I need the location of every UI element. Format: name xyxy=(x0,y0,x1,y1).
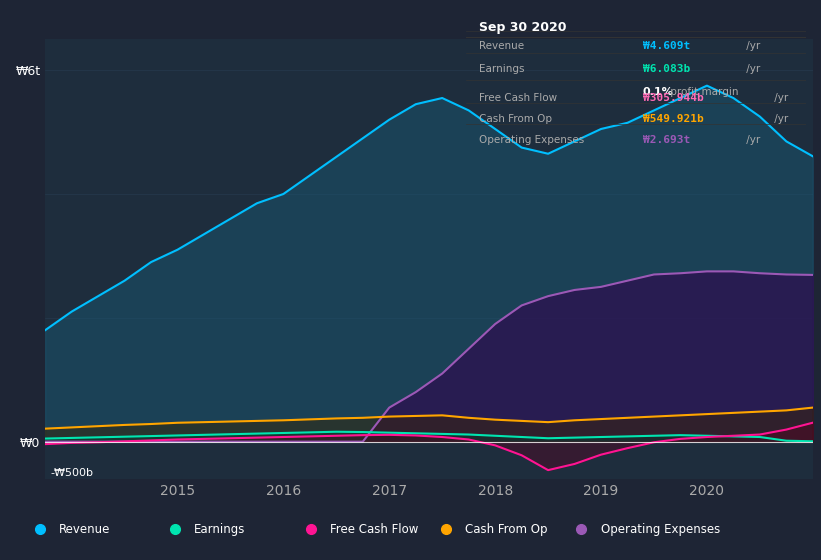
Text: ₩305.944b: ₩305.944b xyxy=(643,92,704,102)
Text: Earnings: Earnings xyxy=(479,64,525,74)
Text: Free Cash Flow: Free Cash Flow xyxy=(479,92,557,102)
Text: Sep 30 2020: Sep 30 2020 xyxy=(479,21,566,34)
Text: Operating Expenses: Operating Expenses xyxy=(479,136,585,146)
Text: profit margin: profit margin xyxy=(667,87,738,97)
Text: ₩4.609t: ₩4.609t xyxy=(643,41,690,51)
Text: -₩500b: -₩500b xyxy=(50,468,94,478)
Text: Free Cash Flow: Free Cash Flow xyxy=(330,522,418,536)
Text: /yr: /yr xyxy=(772,114,789,124)
Text: Cash From Op: Cash From Op xyxy=(479,114,553,124)
Text: ₩6.083b: ₩6.083b xyxy=(643,64,690,74)
Text: /yr: /yr xyxy=(772,92,789,102)
Text: Revenue: Revenue xyxy=(479,41,525,51)
Text: /yr: /yr xyxy=(743,41,760,51)
Text: ₩2.693t: ₩2.693t xyxy=(643,136,690,146)
Text: ₩549.921b: ₩549.921b xyxy=(643,114,704,124)
Text: 0.1%: 0.1% xyxy=(643,87,673,97)
Text: /yr: /yr xyxy=(743,64,760,74)
Text: /yr: /yr xyxy=(743,136,760,146)
Text: Revenue: Revenue xyxy=(59,522,110,536)
Text: Cash From Op: Cash From Op xyxy=(465,522,548,536)
Text: Earnings: Earnings xyxy=(195,522,245,536)
Text: Operating Expenses: Operating Expenses xyxy=(601,522,720,536)
